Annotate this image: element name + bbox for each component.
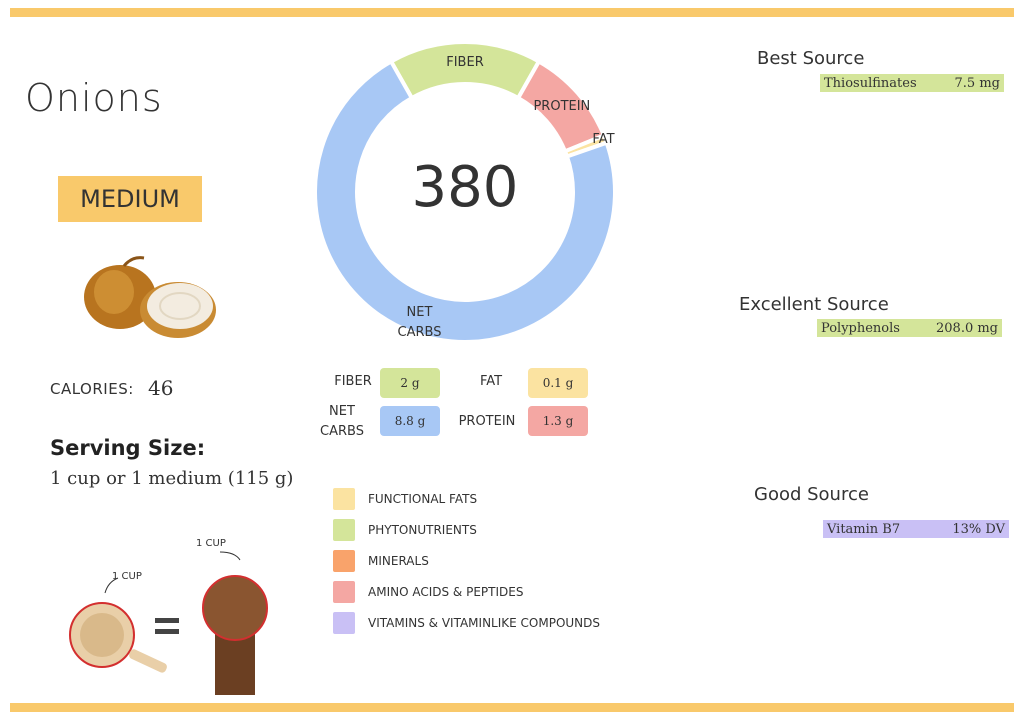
source-amount: 7.5 mg [954, 75, 1000, 91]
donut-center: 380 [411, 155, 519, 220]
legend-label: AMINO ACIDS & PEPTIDES [368, 585, 524, 599]
source-amount: 13% DV [952, 521, 1005, 537]
size-badge: MEDIUM [58, 176, 202, 222]
legend-label: MINERALS [368, 554, 429, 568]
legend: FUNCTIONAL FATS PHYTONUTRIENTS MINERALS AMI… [333, 488, 600, 643]
donut-label: FIBER [446, 55, 484, 70]
legend-swatch [333, 488, 355, 510]
source-heading: Best Source [757, 48, 865, 69]
macro-value: 2 g [380, 368, 440, 398]
legend-label: PHYTONUTRIENTS [368, 523, 477, 537]
source-heading: Excellent Source [739, 294, 889, 315]
bottom-bar [10, 703, 1014, 712]
donut-label: FAT [592, 131, 615, 147]
calories-label: CALORIES: [50, 380, 134, 398]
macro-value: 8.8 g [380, 406, 440, 436]
title: Onions [25, 76, 163, 120]
macro-label: FIBER [334, 374, 372, 389]
legend-item: PHYTONUTRIENTS [333, 519, 600, 541]
donut-label: PROTEIN [533, 98, 591, 114]
source-item: Polyphenols 208.0 mg [817, 319, 1002, 337]
source-heading: Good Source [754, 484, 869, 505]
onion-image [84, 256, 216, 338]
legend-item: AMINO ACIDS & PEPTIDES [333, 581, 600, 603]
legend-item: FUNCTIONAL FATS [333, 488, 600, 510]
legend-swatch [333, 519, 355, 541]
legend-item: VITAMINS & VITAMINLIKE COMPOUNDS [333, 612, 600, 634]
serving-text: 1 cup or 1 medium (115 g) [50, 468, 294, 489]
calories-value: 46 [148, 376, 174, 400]
top-bar [10, 8, 1014, 17]
donut-label: NET CARBS [397, 304, 442, 340]
source-name: Vitamin B7 [827, 521, 901, 537]
macro-label: PROTEIN [458, 414, 516, 429]
source-item: Vitamin B7 13% DV [823, 520, 1009, 538]
source-amount: 208.0 mg [936, 320, 998, 336]
fist-label: 1 CUP [196, 538, 226, 549]
donut-segment [313, 58, 617, 344]
legend-swatch [333, 612, 355, 634]
legend-item: MINERALS [333, 550, 600, 572]
macro-value: 0.1 g [528, 368, 588, 398]
source-name: Polyphenols [821, 320, 900, 336]
macro-label: FAT [479, 374, 503, 389]
legend-swatch [333, 581, 355, 603]
source-item: Thiosulfinates 7.5 mg [820, 74, 1004, 92]
legend-swatch [333, 550, 355, 572]
legend-label: FUNCTIONAL FATS [368, 492, 478, 506]
serving-label: Serving Size: [50, 436, 206, 460]
source-name: Thiosulfinates [824, 75, 917, 91]
macro-value: 1.3 g [528, 406, 588, 436]
cup-label: 1 CUP [112, 571, 142, 582]
macro-label: NET CARBS [320, 404, 364, 439]
legend-label: VITAMINS & VITAMINLIKE COMPOUNDS [368, 616, 601, 630]
donut-chart [313, 40, 617, 344]
serving-illustration [69, 551, 268, 695]
